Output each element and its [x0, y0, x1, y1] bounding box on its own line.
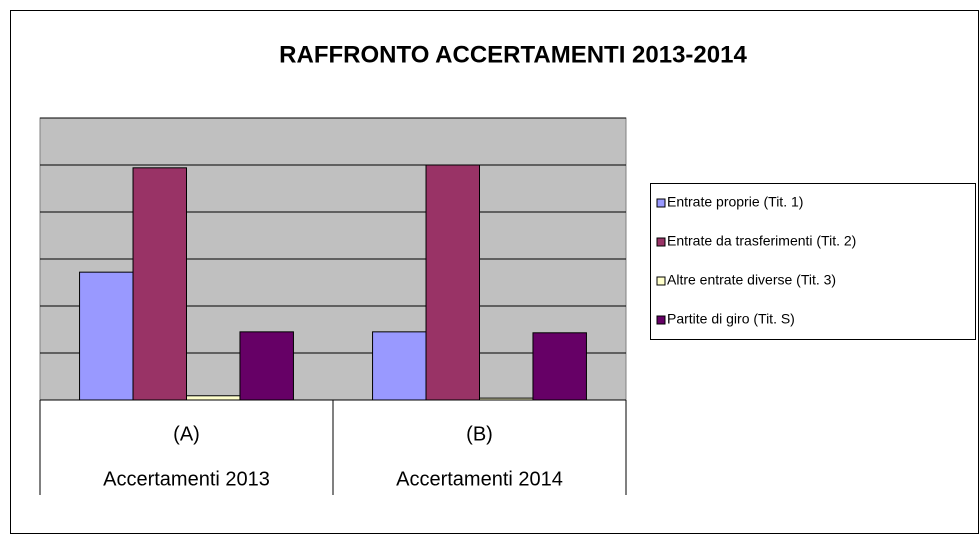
bar	[372, 331, 427, 401]
bar	[186, 395, 241, 401]
legend-swatch	[656, 237, 666, 247]
x-tick-label: (B)	[466, 423, 493, 445]
bar	[132, 167, 187, 401]
legend-swatch	[656, 315, 666, 325]
x-tick-sublabel: Accertamenti 2013	[103, 468, 270, 490]
legend-label: Entrate proprie (Tit. 1)	[667, 194, 803, 210]
bar	[479, 397, 534, 401]
bar	[532, 332, 587, 401]
bar	[239, 331, 294, 401]
x-tick-sublabel: Accertamenti 2014	[396, 468, 563, 490]
legend-label: Entrate da trasferimenti (Tit. 2)	[667, 233, 856, 249]
chart-title: RAFFRONTO ACCERTAMENTI 2013-2014	[279, 41, 747, 68]
bar	[425, 164, 480, 401]
bar	[79, 271, 134, 401]
legend-swatch	[656, 198, 666, 208]
legend-label: Altre entrate diverse (Tit. 3)	[667, 272, 836, 288]
legend-swatch	[656, 276, 666, 286]
legend-label: Partite di giro (Tit. S)	[667, 311, 795, 327]
legend	[650, 183, 976, 340]
x-tick-label: (A)	[173, 423, 200, 445]
